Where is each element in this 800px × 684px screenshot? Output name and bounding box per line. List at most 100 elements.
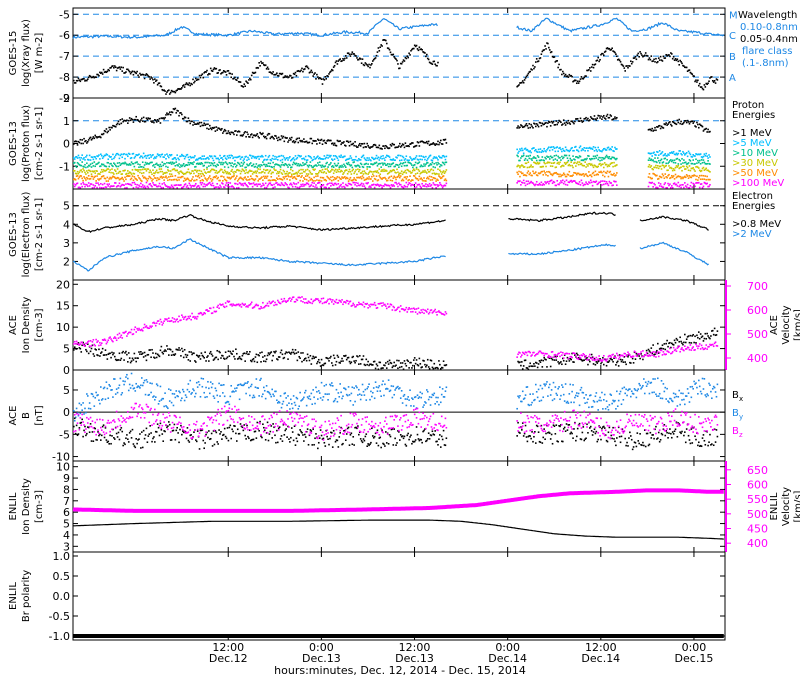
data-point	[117, 168, 119, 170]
data-point	[658, 178, 660, 180]
data-point	[188, 117, 190, 119]
data-point	[555, 151, 557, 153]
data-point	[395, 182, 397, 184]
data-point	[336, 361, 338, 363]
data-point	[296, 352, 298, 354]
data-point	[316, 363, 318, 365]
data-point	[218, 187, 220, 189]
data-point	[587, 165, 589, 167]
data-point	[149, 118, 151, 120]
data-point	[165, 166, 167, 168]
data-point	[110, 172, 112, 174]
data-point	[526, 162, 528, 164]
data-point	[708, 186, 710, 188]
data-point	[593, 155, 595, 157]
data-point	[83, 78, 85, 80]
data-point	[119, 124, 121, 126]
data-point	[677, 153, 679, 155]
data-point	[648, 186, 650, 188]
data-point	[663, 348, 665, 350]
data-point	[355, 55, 357, 57]
data-point	[590, 70, 592, 72]
data-point	[403, 157, 405, 159]
data-point	[325, 142, 327, 144]
data-point	[677, 166, 679, 168]
data-point	[569, 171, 571, 173]
data-point	[337, 165, 339, 167]
data-point	[129, 117, 131, 119]
data-point	[596, 117, 598, 119]
data-point	[430, 155, 432, 157]
data-point	[138, 169, 140, 171]
data-point	[547, 181, 549, 183]
data-point	[446, 156, 448, 158]
data-point	[82, 143, 84, 145]
data-point	[206, 167, 208, 169]
data-point	[381, 148, 383, 150]
data-point	[709, 156, 711, 158]
data-point	[244, 183, 246, 185]
data-point	[114, 356, 116, 358]
data-point	[137, 171, 139, 173]
data-point	[154, 323, 156, 325]
data-point	[528, 174, 530, 176]
data-point	[240, 81, 242, 83]
data-point	[117, 334, 119, 336]
data-point	[74, 186, 76, 188]
data-point	[562, 71, 564, 73]
data-point	[247, 82, 249, 84]
data-point	[136, 184, 138, 186]
data-point	[263, 176, 265, 178]
data-point	[715, 82, 717, 84]
data-point	[100, 183, 102, 185]
data-point	[175, 159, 177, 161]
data-point	[294, 73, 296, 75]
data-point	[243, 162, 245, 164]
data-point	[695, 158, 697, 160]
data-point	[188, 159, 190, 161]
data-point	[593, 67, 595, 69]
data-point	[323, 184, 325, 186]
data-point	[291, 175, 293, 177]
data-point	[709, 338, 711, 340]
data-point	[143, 117, 145, 119]
data-point	[161, 86, 163, 88]
data-point	[159, 178, 161, 180]
data-point	[591, 182, 593, 184]
data-point	[282, 159, 284, 161]
data-point	[425, 180, 427, 182]
data-point	[611, 359, 613, 361]
data-point	[75, 82, 77, 84]
data-point	[285, 173, 287, 175]
data-point	[574, 162, 576, 164]
data-point	[132, 119, 134, 121]
data-point	[309, 164, 311, 166]
data-point	[305, 184, 307, 186]
data-point	[709, 163, 711, 165]
data-point	[349, 158, 351, 160]
data-point	[268, 172, 270, 174]
y-tick-label: -5	[59, 8, 70, 21]
data-point	[542, 171, 544, 173]
data-point	[383, 145, 385, 147]
data-point	[85, 140, 87, 142]
data-point	[353, 173, 355, 175]
data-point	[412, 142, 414, 144]
data-point	[405, 142, 407, 144]
data-point	[593, 118, 595, 120]
data-point	[332, 70, 334, 72]
data-point	[663, 127, 665, 129]
data-point	[194, 155, 196, 157]
data-point	[88, 139, 90, 141]
data-point	[419, 159, 421, 161]
data-point	[659, 150, 661, 152]
data-point	[256, 170, 258, 172]
data-point	[165, 350, 167, 352]
data-point	[694, 186, 696, 188]
data-point	[93, 184, 95, 186]
data-point	[161, 161, 163, 163]
data-point	[188, 164, 190, 166]
data-point	[82, 180, 84, 182]
data-point	[594, 174, 596, 176]
data-point	[441, 165, 443, 167]
